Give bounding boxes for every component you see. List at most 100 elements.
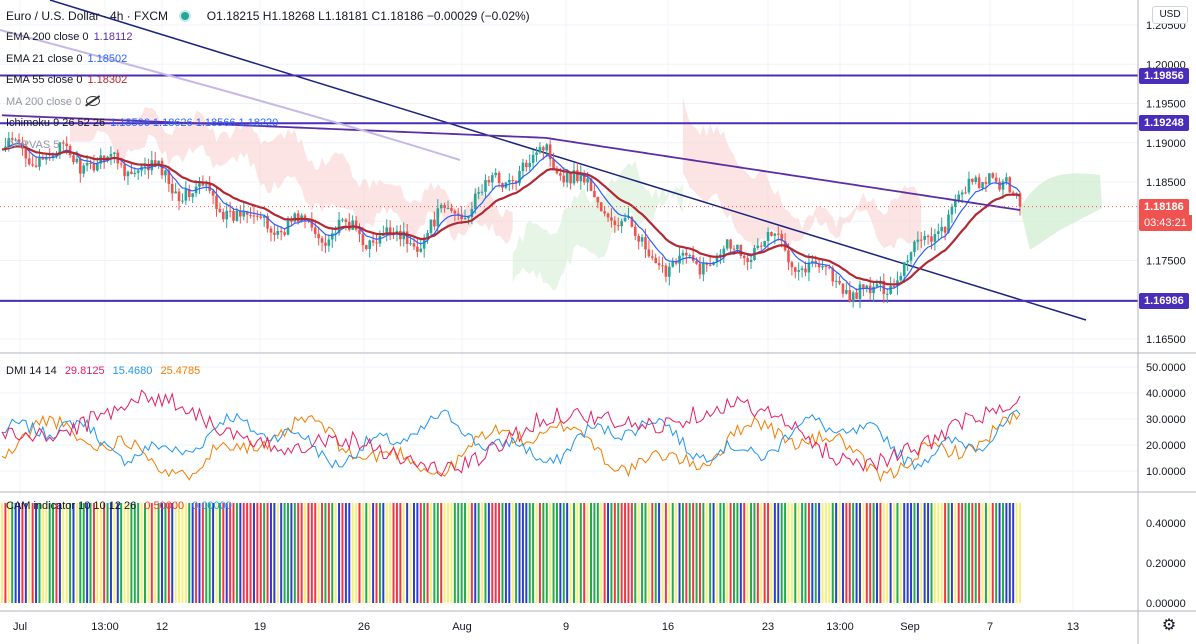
- candle-body: [262, 216, 266, 218]
- indicator-legend[interactable]: EMA 21 close 0 1.18502: [6, 52, 127, 66]
- ema-55-line: [1, 145, 1021, 286]
- ema-21-line: [1, 142, 1021, 291]
- gear-icon[interactable]: ⚙: [1161, 617, 1177, 634]
- candle-body: [804, 268, 807, 273]
- candle-body: [79, 158, 82, 174]
- cam-label: CAM indicator 10 10 12 26: [6, 500, 137, 512]
- dmi-tick-label: 10.0000: [1146, 466, 1186, 478]
- candle-body: [402, 231, 406, 240]
- candle-body: [633, 226, 637, 236]
- candle-body: [678, 255, 681, 264]
- candle-body: [828, 267, 831, 269]
- candle-body: [538, 147, 542, 153]
- candle-body: [228, 210, 232, 212]
- candle-body: [157, 160, 160, 166]
- candle-body: [582, 172, 586, 183]
- candle-body: [276, 230, 280, 235]
- candle-body: [204, 184, 208, 186]
- candle-body: [661, 265, 664, 267]
- candle-body: [695, 260, 698, 264]
- dmi-pane[interactable]: [1, 389, 1021, 483]
- candle-body: [368, 240, 372, 249]
- candle-body: [174, 191, 177, 194]
- indicator-legend[interactable]: DARVAS 5: [6, 138, 59, 152]
- time-tick-label: Jul: [13, 621, 27, 633]
- candle-body: [225, 210, 229, 220]
- candle-body: [933, 233, 937, 242]
- indicator-value: 1.18506 1.18626 1.18566 1.18220: [110, 117, 279, 129]
- currency-button[interactable]: USD: [1152, 6, 1188, 24]
- candle-body: [130, 171, 133, 175]
- candle-body: [375, 242, 378, 244]
- candle-body: [926, 235, 930, 237]
- candle-body: [644, 237, 647, 250]
- candle-body: [160, 160, 164, 176]
- candle-body: [974, 177, 978, 182]
- candle-body: [34, 165, 38, 167]
- candle-body: [936, 231, 940, 234]
- candle-body: [848, 290, 852, 302]
- indicator-label: DARVAS 5: [6, 138, 60, 151]
- ema-200-line: [1, 114, 1021, 211]
- indicator-value: 1.18302: [87, 74, 128, 86]
- dmi-legend[interactable]: DMI 14 14 29.8125 15.4680 25.4785: [6, 364, 200, 378]
- candle-body: [191, 193, 194, 198]
- candle-body: [892, 285, 896, 287]
- candle-body: [136, 170, 140, 173]
- indicator-legend[interactable]: EMA 55 close 0 1.18302: [6, 73, 127, 87]
- candle-body: [330, 233, 334, 240]
- cam-pane[interactable]: [1, 503, 1021, 603]
- candle-body: [722, 248, 726, 255]
- candle-body: [576, 170, 579, 182]
- candle-body: [460, 214, 463, 220]
- dmi-plus-value: 29.8125: [64, 365, 105, 377]
- candle-body: [773, 233, 777, 236]
- time-tick-label: 13:00: [826, 621, 854, 633]
- candle-body: [943, 226, 947, 233]
- cam-legend[interactable]: CAM indicator 10 10 12 26 0.50000 0.0000…: [6, 499, 232, 513]
- candle-body: [688, 255, 692, 257]
- candle-body: [113, 152, 116, 154]
- candle-body: [133, 172, 137, 175]
- eye-hidden-icon[interactable]: [86, 95, 101, 106]
- candle-body: [994, 177, 998, 182]
- candle-body: [593, 190, 596, 198]
- indicator-legend[interactable]: MA 200 close 0: [6, 95, 101, 109]
- candle-body: [739, 244, 743, 256]
- candle-body: [834, 280, 838, 282]
- price-tick-label: 1.18500: [1146, 177, 1186, 189]
- cam-value-2: 0.00000: [192, 500, 232, 512]
- candle-body: [916, 239, 920, 242]
- candle-body: [249, 214, 252, 216]
- candle-body: [89, 162, 92, 164]
- dmi-adx-value: 25.4785: [160, 365, 201, 377]
- candle-body: [273, 232, 276, 235]
- candle-body: [269, 228, 273, 233]
- candle-body: [450, 207, 453, 211]
- candle-body: [971, 178, 974, 182]
- ohlc-values: O1.18215 H1.18268 L1.18181 C1.18186 −0.0…: [206, 9, 530, 23]
- candle-body: [603, 211, 606, 214]
- candle-body: [109, 153, 113, 157]
- price-pane[interactable]: [0, 0, 1138, 321]
- candle-body: [650, 256, 654, 258]
- candle-body: [698, 263, 702, 275]
- candle-body: [218, 208, 222, 212]
- indicator-legend[interactable]: Ichimoku 9 26 52 26 1.18506 1.18626 1.185…: [6, 116, 278, 130]
- candle-body: [902, 262, 906, 276]
- symbol-title[interactable]: Euro / U.S. Dollar · 4h · FXCM: [6, 9, 169, 23]
- indicator-legend[interactable]: EMA 200 close 0 1.18112: [6, 30, 133, 44]
- candle-body: [736, 244, 739, 250]
- candle-body: [371, 240, 375, 243]
- candle-body: [862, 284, 865, 290]
- symbol-header[interactable]: Euro / U.S. Dollar · 4h · FXCM O1.18215 …: [6, 9, 530, 23]
- candle-body: [82, 165, 86, 174]
- candle-body: [559, 173, 562, 176]
- candle-body: [790, 262, 794, 268]
- candle-body: [446, 207, 450, 209]
- candle-body: [984, 182, 988, 184]
- candle-body: [647, 249, 651, 257]
- ichimoku-cloud-future: [1020, 173, 1102, 250]
